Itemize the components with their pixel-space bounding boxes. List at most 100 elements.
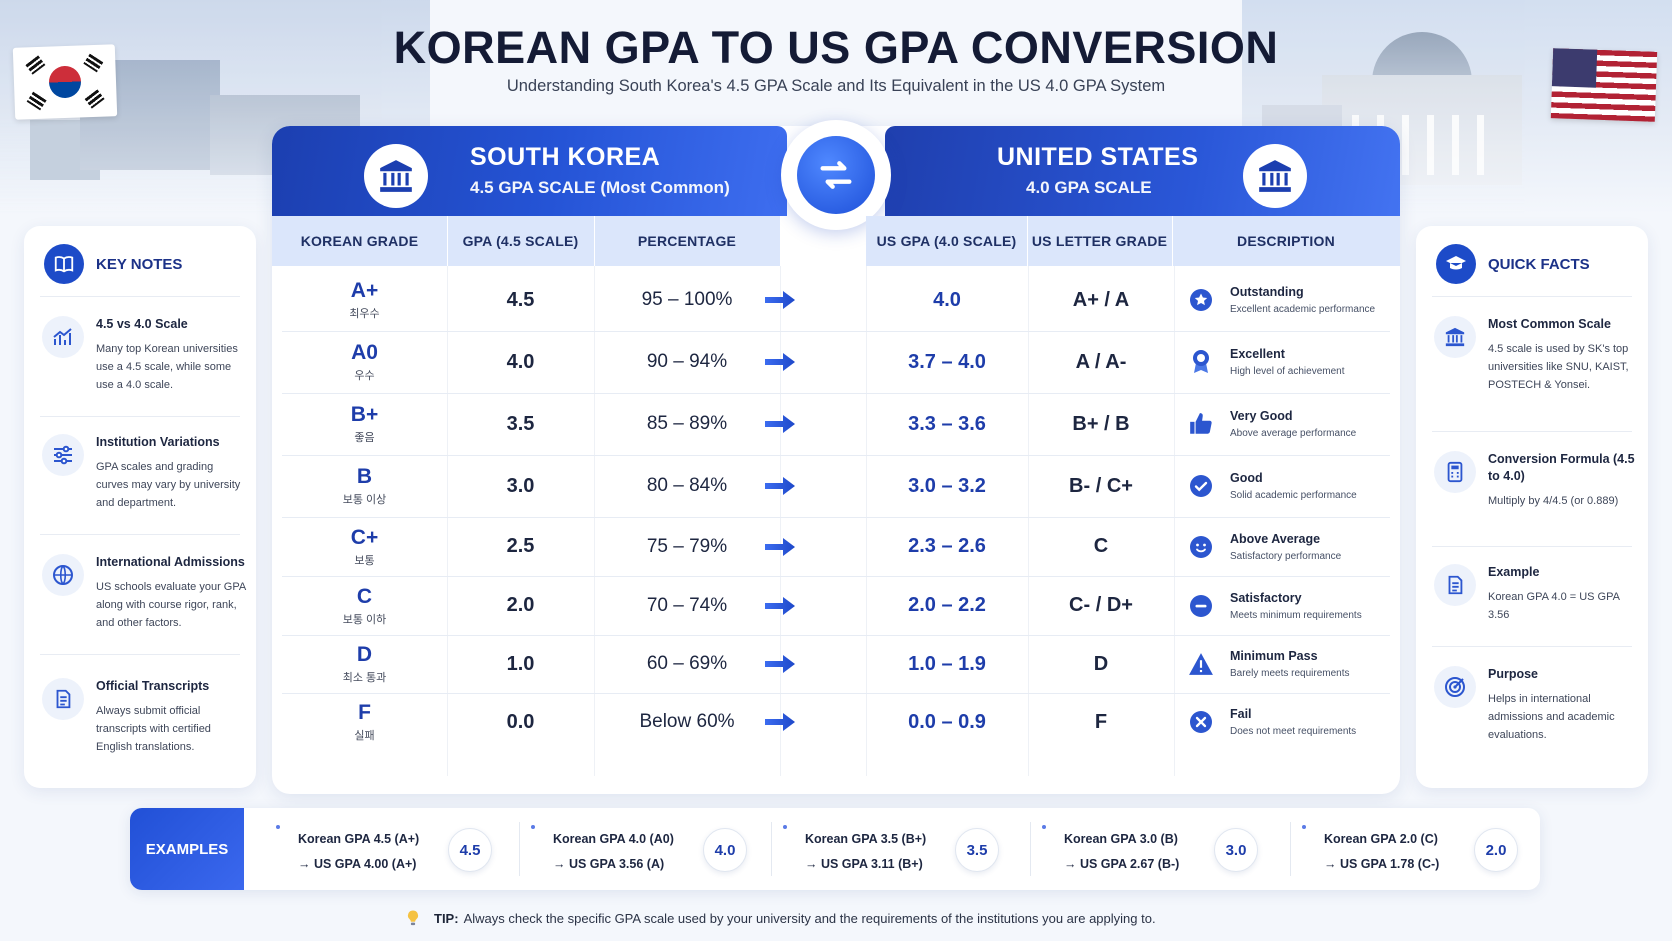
- note-body: Many top Korean universities use a 4.5 s…: [96, 343, 238, 391]
- row-divider: [282, 393, 1390, 394]
- description-cell: Very Good Above average performance: [1174, 393, 1394, 455]
- example-gpa-badge: 2.0: [1474, 828, 1518, 872]
- korean-grade: F: [358, 701, 371, 724]
- south-korea-title: SOUTH KOREA: [470, 143, 661, 171]
- percentage-cell: 90 – 94%: [594, 331, 780, 393]
- gpa-45-cell: 2.0: [447, 576, 594, 635]
- description-subtitle: Excellent academic performance: [1230, 304, 1376, 315]
- note-title: 4.5 vs 4.0 Scale: [96, 317, 188, 331]
- check-circle-icon: [1188, 473, 1214, 499]
- column-header-gpa-45: GPA (4.5 SCALE): [462, 233, 579, 249]
- gpa-45-cell: 2.5: [447, 517, 594, 576]
- example-us-gpa: → US GPA 3.11 (B+): [805, 857, 923, 871]
- example-us-gpa: → US GPA 2.67 (B-): [1064, 857, 1180, 871]
- us-gpa-value: 3.3 – 3.6: [908, 412, 986, 435]
- description-title: Fail: [1230, 707, 1252, 721]
- percentage-value: 95 – 100%: [641, 289, 733, 310]
- description-subtitle: Satisfactory performance: [1230, 550, 1342, 562]
- percentage-value: 75 – 79%: [646, 535, 728, 557]
- award-ribbon-icon: [1188, 349, 1214, 375]
- us-gpa-cell: 3.0 – 3.2: [866, 455, 1028, 517]
- us-letter-cell: B- / C+: [1028, 455, 1174, 517]
- swap-conversion-button[interactable]: [781, 120, 891, 230]
- note-body: Always submit official transcripts with …: [96, 705, 211, 753]
- gpa-45-value: 2.0: [506, 594, 535, 616]
- fact-title: Conversion Formula (4.5 to 4.0): [1488, 452, 1635, 483]
- grade-row: D 최소 통과 1.0 60 – 69% 1.0 – 1.9 D Minimum Pass B…: [282, 635, 1390, 693]
- quick-facts-title: QUICK FACTS: [1488, 255, 1590, 273]
- us-letter-cell: D: [1028, 635, 1174, 693]
- row-divider: [282, 693, 1390, 694]
- example-korean-gpa: Korean GPA 3.0 (B): [1064, 832, 1178, 846]
- gpa-45-cell: 3.0: [447, 455, 594, 517]
- example-gpa-badge: 4.5: [448, 828, 492, 872]
- note-title: Official Transcripts: [96, 679, 210, 693]
- korean-grade: A0: [351, 341, 378, 364]
- us-letter-cell: C: [1028, 517, 1174, 576]
- us-letter-cell: A / A-: [1028, 331, 1174, 393]
- bullet-dot: [276, 825, 280, 829]
- fact-formula: Conversion Formula (4.5 to 4.0) Multiply…: [1434, 451, 1639, 510]
- grade-row: B+ 좋음 3.5 85 – 89% 3.3 – 3.6 B+ / B Very Good A…: [282, 393, 1390, 455]
- example-divider: [519, 822, 520, 876]
- note-title: International Admissions: [96, 555, 245, 569]
- sliders-icon: [42, 434, 84, 476]
- row-divider: [282, 455, 1390, 456]
- column-header-description: DESCRIPTION: [1237, 233, 1335, 249]
- arrow-right-icon: [740, 635, 820, 693]
- fact-title: Most Common Scale: [1488, 317, 1611, 331]
- example-korean-gpa: Korean GPA 4.0 (A0): [553, 832, 674, 846]
- description-subtitle: High level of achievement: [1230, 366, 1345, 377]
- star-badge-icon: [1188, 287, 1214, 313]
- examples-label: EXAMPLES: [130, 808, 244, 890]
- description-title: Satisfactory: [1230, 590, 1302, 605]
- gpa-45-value: 3.0: [506, 474, 535, 497]
- description-subtitle: Does not meet requirements: [1230, 726, 1357, 737]
- us-letter-value: B+ / B: [1072, 412, 1130, 435]
- bullet-dot: [783, 825, 787, 829]
- korean-grade-label: 보통 이하: [342, 613, 387, 626]
- percentage-value: 80 – 84%: [646, 475, 728, 496]
- korean-grade-cell: A+ 최우수: [282, 269, 447, 331]
- document-icon: [42, 678, 84, 720]
- row-divider: [282, 635, 1390, 636]
- us-letter-cell: F: [1028, 693, 1174, 751]
- example-divider: [1030, 822, 1031, 876]
- percentage-value: 85 – 89%: [646, 413, 728, 434]
- gpa-45-value: 1.0: [506, 652, 535, 675]
- fact-example: Example Korean GPA 4.0 = US GPA 3.56: [1434, 564, 1639, 624]
- description-title: Above Average: [1230, 531, 1321, 546]
- us-letter-value: C- / D+: [1069, 594, 1133, 616]
- grade-row: C 보통 이하 2.0 70 – 74% 2.0 – 2.2 C- / D+ Satisfa…: [282, 576, 1390, 635]
- example-item: Korean GPA 4.0 (A0) → US GPA 3.56 (A) 4.0: [527, 808, 757, 890]
- row-divider: [282, 331, 1390, 332]
- percentage-value: 70 – 74%: [646, 594, 728, 616]
- description-cell: Fail Does not meet requirements: [1174, 693, 1394, 751]
- korean-grade-cell: B+ 좋음: [282, 393, 447, 455]
- bullet-dot: [1302, 825, 1306, 829]
- description-subtitle: Meets minimum requirements: [1230, 609, 1362, 621]
- column-header-us-gpa: US GPA (4.0 SCALE): [876, 233, 1017, 249]
- united-states-title: UNITED STATES: [997, 143, 1199, 171]
- korean-grade: D: [356, 643, 373, 666]
- example-item: Korean GPA 3.0 (B) → US GPA 2.67 (B-) 3.0: [1038, 808, 1268, 890]
- institution-icon: [364, 144, 428, 208]
- korean-grade: A+: [350, 279, 379, 302]
- korean-grade-label: 실패: [354, 730, 375, 742]
- south-korea-column-headers: KOREAN GRADE GPA (4.5 SCALE) PERCENTAGE: [272, 216, 780, 266]
- key-notes-title: KEY NOTES: [96, 255, 183, 273]
- korean-grade: C: [356, 584, 373, 608]
- korean-grade-cell: A0 우수: [282, 331, 447, 393]
- grade-row: F 실패 0.0 Below 60% 0.0 – 0.9 F Fail Does not me…: [282, 693, 1390, 751]
- gpa-45-value: 0.0: [506, 710, 535, 733]
- korean-grade: B+: [350, 403, 379, 426]
- korean-grade-cell: F 실패: [282, 693, 447, 751]
- gpa-45-value: 4.0: [506, 350, 535, 373]
- tip-banner: TIP: Always check the specific GPA scale…: [400, 902, 1260, 934]
- us-letter-value: B- / C+: [1069, 474, 1133, 497]
- example-item: Korean GPA 3.5 (B+) → US GPA 3.11 (B+) 3.5: [779, 808, 1009, 890]
- example-us-gpa: → US GPA 3.56 (A): [553, 857, 665, 871]
- us-gpa-value: 3.7 – 4.0: [908, 350, 986, 373]
- note-title: Institution Variations: [96, 435, 220, 449]
- note-body: GPA scales and grading curves may vary b…: [96, 461, 241, 509]
